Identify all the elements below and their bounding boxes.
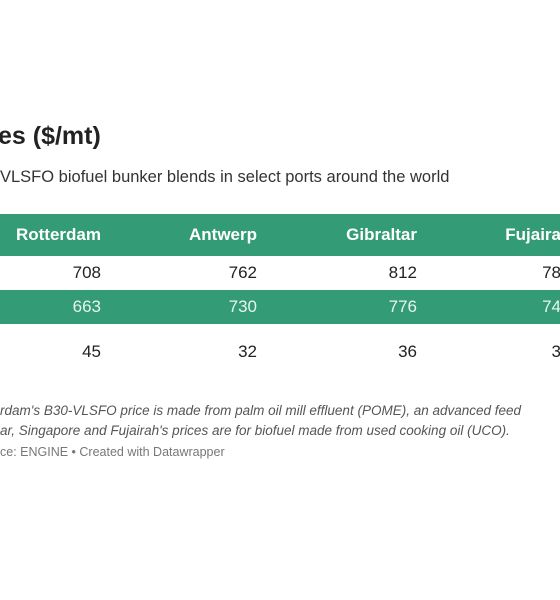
highlight-row [0,290,560,324]
cell: 663 [72,297,101,316]
source: ce: ENGINE • Created with Datawrapper [0,445,225,459]
cell: 36 [398,342,417,361]
cell: 776 [388,297,417,316]
cell: 74 [542,297,560,316]
header-row [0,214,560,256]
note: rdam's B30-VLSFO price is made from palm… [0,403,522,418]
cell: 762 [228,263,257,282]
column-header: Fujaira [505,225,560,244]
note: ar, Singapore and Fujairah's prices are … [0,423,510,438]
cell: 45 [82,342,101,361]
title: es ($/mt) [0,122,101,150]
column-header: Rotterdam [15,225,101,244]
cell: 730 [228,297,257,316]
cell: 3 [551,342,560,361]
cell: 708 [72,263,101,282]
column-header: Gibraltar [346,225,417,244]
column-header: Antwerp [189,225,257,244]
subtitle: VLSFO biofuel bunker blends in select po… [0,168,450,186]
cell: 812 [388,263,417,282]
cell: 78 [542,263,560,282]
cell: 32 [238,342,257,361]
